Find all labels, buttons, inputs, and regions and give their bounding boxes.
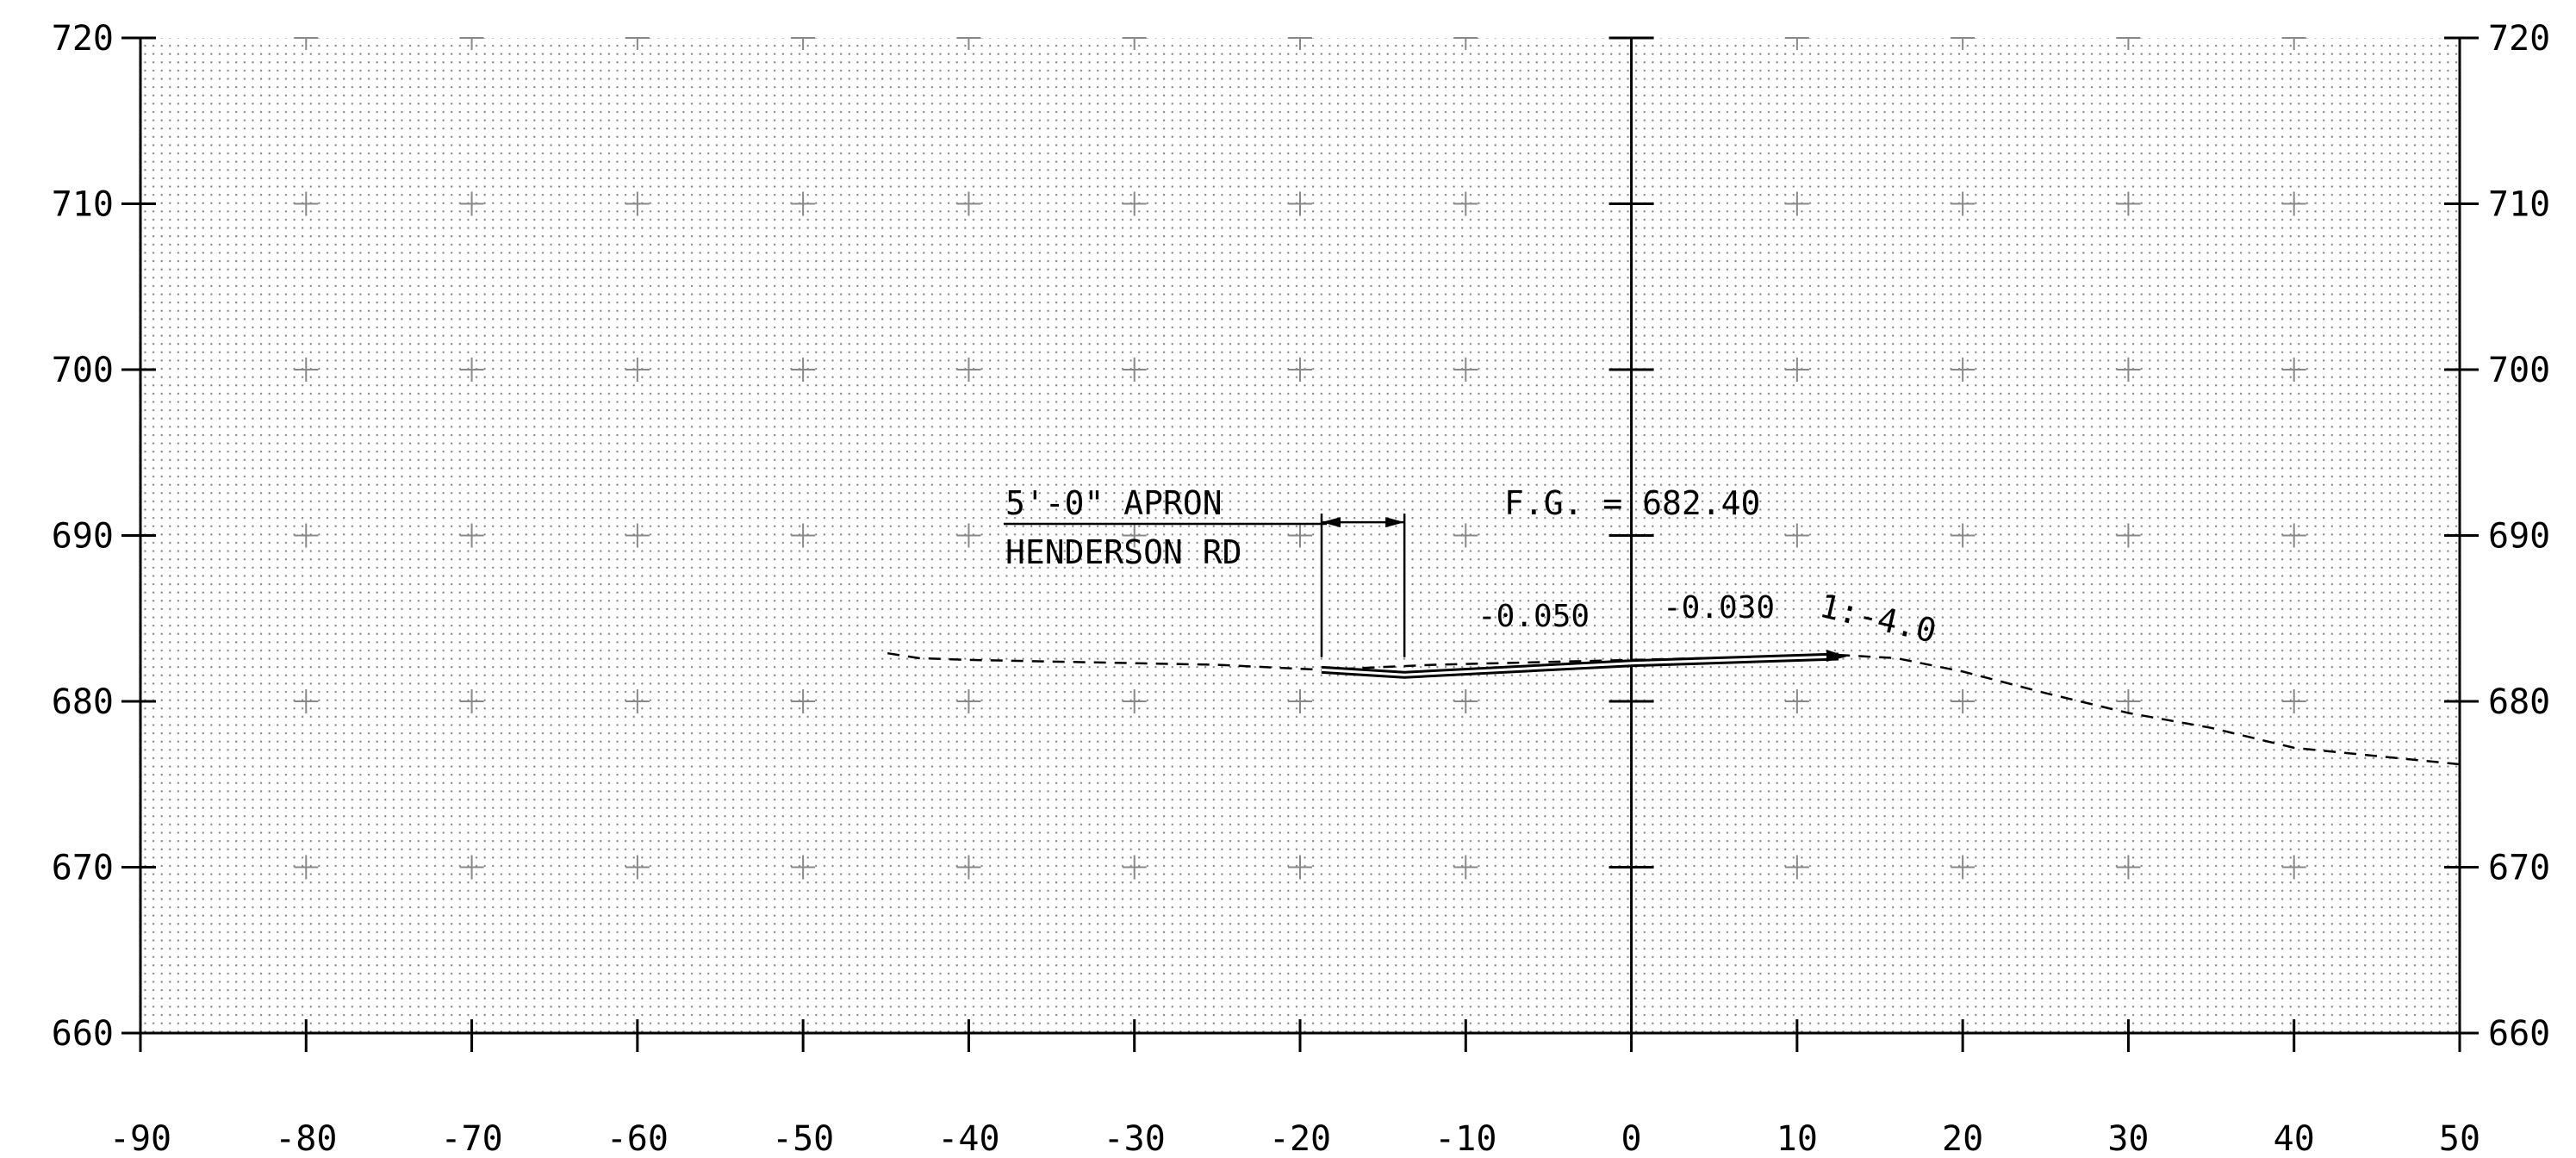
slope-label-right: -0.030 — [1663, 590, 1775, 626]
x-tick-label: -30 — [1104, 1119, 1166, 1158]
y-tick-labels: 660 660 670 670 680 680 690 690 700 700 710 710 720 7… — [52, 19, 2551, 1054]
y-tick-label-left: 720 — [52, 19, 114, 59]
x-tick-label: -90 — [109, 1119, 171, 1158]
x-tick-label: -20 — [1269, 1119, 1331, 1158]
x-tick-label: -10 — [1434, 1119, 1496, 1158]
y-tick-label-left: 670 — [52, 849, 114, 888]
y-tick-label-right: 660 — [2488, 1014, 2550, 1054]
proposed-section-inner — [1321, 655, 1839, 676]
apron-label: 5'-0" APRON — [1005, 484, 1223, 522]
y-tick-label-right: 710 — [2488, 185, 2550, 225]
x-tick-label: -80 — [275, 1119, 337, 1158]
x-tick-labels: -90 -80 -70 -60 -50 -40 -30 -20 -10 0 10 20 30 40 50 — [109, 1119, 2480, 1158]
apron-dimension — [1320, 514, 1847, 663]
x-tick-label: 20 — [1942, 1119, 1983, 1158]
x-tick-label: 40 — [2274, 1119, 2315, 1158]
x-tick-label: 30 — [2107, 1119, 2149, 1158]
y-tick-label-right: 720 — [2488, 19, 2550, 59]
y-tick-label-left: 690 — [52, 517, 114, 557]
dimension-arrow-right — [1385, 517, 1405, 528]
y-tick-label-right: 670 — [2488, 849, 2550, 888]
x-tick-label: 50 — [2439, 1119, 2480, 1158]
x-tick-label: 10 — [1776, 1119, 1818, 1158]
y-tick-label-left: 680 — [52, 682, 114, 722]
y-tick-label-right: 680 — [2488, 682, 2550, 722]
y-tick-label-right: 690 — [2488, 517, 2550, 557]
fg-label: F.G. = 682.40 — [1504, 484, 1760, 522]
y-tick-label-right: 700 — [2488, 351, 2550, 390]
x-tick-label: -50 — [772, 1119, 834, 1158]
y-tick-label-left: 710 — [52, 185, 114, 225]
grid-crosses — [294, 37, 2306, 880]
x-tick-label: 0 — [1621, 1119, 1642, 1158]
road-label: HENDERSON RD — [1005, 533, 1242, 571]
axes — [121, 36, 2479, 1052]
x-tick-label: -70 — [440, 1119, 502, 1158]
dimension-arrow-left — [1321, 517, 1341, 528]
section-end-arrow — [1826, 650, 1847, 663]
x-tick-label: -40 — [937, 1119, 999, 1158]
y-tick-label-left: 700 — [52, 351, 114, 390]
x-tick-label: -60 — [607, 1119, 669, 1158]
y-tick-label-left: 660 — [52, 1014, 114, 1054]
slope-label-left: -0.050 — [1478, 599, 1590, 634]
